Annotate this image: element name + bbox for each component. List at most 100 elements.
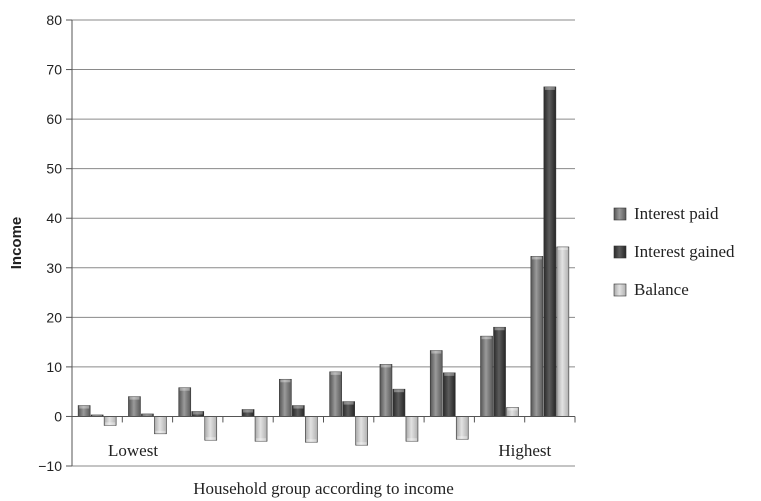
y-tick-label: 20: [46, 309, 62, 325]
bar-cap: [494, 327, 505, 331]
bar: [292, 405, 305, 417]
legend-label: Interest paid: [634, 204, 719, 223]
bar-body: [204, 416, 218, 441]
legend-swatch: [613, 207, 627, 221]
bar: [556, 246, 570, 417]
bar: [241, 409, 255, 417]
y-tick-label: −10: [38, 458, 62, 474]
y-tick-label: 0: [54, 408, 62, 424]
bar-body: [392, 388, 406, 417]
bar-body: [405, 416, 419, 442]
x-axis: [71, 415, 576, 423]
group-annotation: Highest: [498, 441, 551, 460]
bar-body: [429, 350, 443, 417]
bar-body: [530, 256, 544, 417]
y-tick-label: 50: [46, 161, 62, 177]
bars: [77, 86, 570, 446]
bar: [279, 378, 292, 417]
y-tick-label: 40: [46, 210, 62, 226]
bar-body: [543, 86, 557, 417]
bar-body: [442, 372, 456, 417]
bar-body: [305, 416, 318, 443]
y-tick-label: 70: [46, 62, 62, 78]
bar: [405, 416, 419, 442]
legend-item: Interest paid: [613, 204, 719, 223]
bar-body: [493, 326, 506, 417]
y-tick-label: 60: [46, 111, 62, 127]
bar: [429, 350, 443, 417]
bar-cap: [444, 372, 455, 376]
bar-cap: [457, 436, 468, 440]
bar-cap: [507, 407, 518, 411]
bar: [506, 407, 519, 417]
bar: [493, 326, 506, 417]
bar: [154, 416, 167, 435]
bar: [379, 364, 393, 417]
bar-cap: [92, 414, 103, 417]
bar: [204, 416, 218, 441]
legend-item: Interest gained: [613, 242, 735, 261]
bar-cap: [105, 422, 116, 426]
bar: [128, 396, 141, 417]
bar-cap: [129, 396, 140, 400]
y-tick-label: 80: [46, 12, 62, 28]
legend-label: Balance: [634, 280, 689, 299]
bar: [480, 335, 493, 417]
bar: [543, 86, 557, 417]
bar-cap: [380, 364, 391, 368]
bar-cap: [280, 379, 291, 383]
bar-cap: [293, 405, 304, 409]
bar-cap: [205, 437, 216, 441]
bar: [392, 388, 406, 417]
legend-item: Balance: [613, 280, 689, 299]
bar-cap: [142, 413, 153, 417]
bar-body: [254, 416, 268, 442]
bar-body: [355, 416, 368, 446]
y-axis-label: Income: [8, 217, 25, 270]
bar-cap: [256, 438, 267, 442]
bar: [103, 416, 117, 426]
bar-body: [379, 364, 393, 417]
y-tick-label: 10: [46, 359, 62, 375]
bar-body: [329, 371, 342, 417]
legend: Interest paid Interest gained Balance: [613, 204, 735, 299]
bar-cap: [192, 411, 203, 415]
y-tick-label: 30: [46, 260, 62, 276]
legend-swatch: [613, 283, 627, 297]
bar-cap: [544, 86, 555, 90]
bar: [178, 387, 192, 417]
legend-label: Interest gained: [634, 242, 735, 261]
bar-cap: [393, 389, 404, 393]
bar: [530, 256, 544, 417]
bar-cap: [79, 405, 90, 409]
bar: [455, 416, 469, 440]
bar: [254, 416, 268, 442]
bar-cap: [179, 387, 190, 391]
bar-cap: [243, 409, 254, 413]
group-annotations: Lowest Highest: [108, 441, 552, 460]
bar-cap: [330, 371, 341, 375]
bar-body: [455, 416, 469, 440]
bar: [442, 372, 456, 417]
bar-body: [556, 246, 570, 417]
y-axis-ticks: −10 0 10 20 30 40 50 60 70 80: [38, 12, 73, 474]
bar-body: [178, 387, 192, 417]
bar-cap: [531, 256, 542, 260]
bar: [329, 371, 342, 417]
bar-cap: [343, 401, 354, 405]
bar-cap: [481, 336, 492, 340]
bar: [305, 416, 318, 443]
bar-cap: [306, 439, 317, 443]
bar: [77, 405, 91, 417]
legend-swatch: [613, 245, 627, 259]
group-annotation: Lowest: [108, 441, 158, 460]
bar: [191, 411, 205, 417]
bar: [342, 401, 355, 417]
bar-body: [480, 335, 493, 417]
bar: [355, 416, 368, 446]
bar-cap: [406, 438, 417, 442]
bar-cap: [557, 246, 568, 250]
x-axis-label: Household group according to income: [193, 479, 454, 498]
bar-cap: [431, 350, 442, 354]
